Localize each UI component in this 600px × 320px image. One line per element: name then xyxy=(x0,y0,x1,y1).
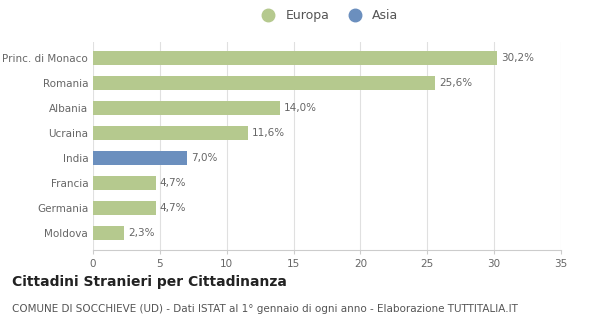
Text: 4,7%: 4,7% xyxy=(160,203,187,213)
Bar xyxy=(93,76,436,90)
Bar xyxy=(93,226,124,240)
Text: 2,3%: 2,3% xyxy=(128,228,154,238)
Legend: Europa, Asia: Europa, Asia xyxy=(251,4,403,27)
Text: 25,6%: 25,6% xyxy=(439,78,472,88)
Text: 11,6%: 11,6% xyxy=(252,128,285,138)
Bar xyxy=(93,101,280,115)
Text: 4,7%: 4,7% xyxy=(160,178,187,188)
Bar xyxy=(93,151,187,165)
Text: COMUNE DI SOCCHIEVE (UD) - Dati ISTAT al 1° gennaio di ogni anno - Elaborazione : COMUNE DI SOCCHIEVE (UD) - Dati ISTAT al… xyxy=(12,304,518,314)
Text: 14,0%: 14,0% xyxy=(284,103,317,113)
Text: 30,2%: 30,2% xyxy=(501,53,534,63)
Text: 7,0%: 7,0% xyxy=(191,153,217,163)
Bar xyxy=(93,126,248,140)
Bar xyxy=(93,176,156,190)
Text: Cittadini Stranieri per Cittadinanza: Cittadini Stranieri per Cittadinanza xyxy=(12,275,287,289)
Bar xyxy=(93,201,156,215)
Bar xyxy=(93,51,497,65)
